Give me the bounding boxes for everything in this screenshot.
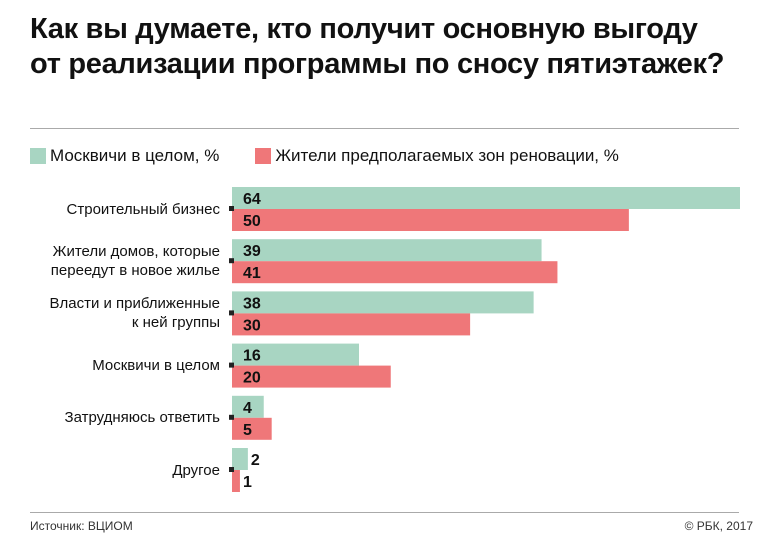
- legend: Москвичи в целом, % Жители предполагаемы…: [30, 146, 655, 166]
- title-divider: [30, 128, 739, 129]
- bar: [232, 261, 558, 284]
- axis-marker: [229, 467, 234, 472]
- bar: [232, 187, 740, 209]
- category-label: Затрудняюсь ответить: [64, 409, 220, 427]
- axis-marker: [229, 258, 234, 264]
- legend-item-muscovites: Москвичи в целом, %: [30, 146, 219, 166]
- axis-marker: [229, 206, 234, 211]
- data-label: 30: [243, 317, 261, 334]
- legend-label: Москвичи в целом, %: [50, 146, 220, 165]
- data-label: 2: [251, 452, 260, 469]
- axis-marker: [229, 414, 234, 420]
- axis-marker: [229, 362, 234, 368]
- data-label: 38: [243, 295, 261, 312]
- bar: [232, 313, 471, 336]
- footer-divider: [30, 512, 739, 513]
- axis-marker: [229, 310, 234, 316]
- data-label: 5: [243, 422, 252, 439]
- legend-swatch-red: [255, 148, 272, 164]
- legend-swatch-green: [30, 148, 46, 164]
- bar: [232, 470, 240, 492]
- bar: [232, 343, 359, 366]
- data-label: 41: [243, 265, 261, 282]
- data-label: 16: [243, 348, 261, 365]
- bar: [232, 417, 272, 440]
- bar: [232, 365, 391, 388]
- bar: [232, 395, 264, 418]
- data-label: 1: [243, 474, 252, 491]
- data-label: 20: [243, 370, 261, 387]
- category-label: Другое: [172, 461, 220, 479]
- data-label: 4: [243, 400, 252, 417]
- bar: [232, 239, 542, 262]
- bar: [232, 291, 534, 314]
- legend-label: Жители предполагаемых зон реновации, %: [275, 146, 619, 165]
- data-label: 39: [243, 243, 261, 260]
- category-label: Москвичи в целом: [92, 357, 220, 375]
- chart-title: Как вы думаете, кто получит основную выг…: [30, 13, 725, 80]
- category-label: Жители домов, которые переедут в новое ж…: [50, 243, 220, 280]
- category-label: Строительный бизнес: [66, 200, 220, 218]
- legend-item-residents: Жители предполагаемых зон реновации, %: [255, 146, 619, 166]
- data-label: 50: [243, 213, 261, 230]
- bar: [232, 209, 629, 231]
- bar: [232, 448, 248, 470]
- category-label: Власти и приближенные к ней группы: [49, 295, 220, 332]
- source-note: Источник: ВЦИОМ: [30, 519, 133, 533]
- data-label: 64: [243, 191, 261, 208]
- copyright: © РБК, 2017: [684, 519, 753, 533]
